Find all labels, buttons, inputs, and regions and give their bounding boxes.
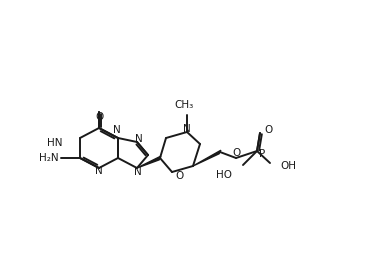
Text: N: N xyxy=(183,124,191,134)
Text: CH₃: CH₃ xyxy=(174,100,194,110)
Text: HN: HN xyxy=(46,138,62,148)
Text: N: N xyxy=(95,166,103,176)
Text: H₂N: H₂N xyxy=(39,153,59,163)
Text: O: O xyxy=(232,148,240,158)
Text: OH: OH xyxy=(280,161,296,171)
Polygon shape xyxy=(137,156,161,168)
Text: P: P xyxy=(259,149,265,159)
Text: O: O xyxy=(95,112,103,122)
Text: O: O xyxy=(175,171,183,181)
Text: HO: HO xyxy=(216,170,232,180)
Text: N: N xyxy=(113,125,121,135)
Text: O: O xyxy=(264,125,272,135)
Polygon shape xyxy=(193,150,221,166)
Text: N: N xyxy=(134,167,142,177)
Text: N: N xyxy=(135,134,143,144)
